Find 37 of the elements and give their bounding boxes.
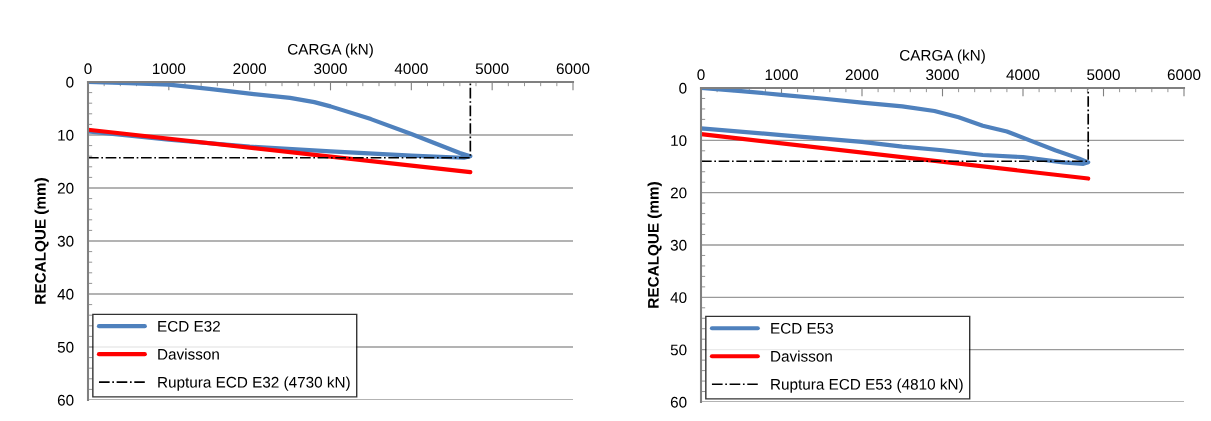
x-tick-label: 5000 xyxy=(475,63,509,75)
x-tick-label: 2000 xyxy=(233,63,267,75)
x-tick-label: 0 xyxy=(697,69,705,81)
y-tick-label: 10 xyxy=(58,129,74,141)
y-tick-label: 20 xyxy=(57,182,74,194)
x-tick-label: 3000 xyxy=(314,63,347,75)
y-tick-label: 20 xyxy=(670,187,687,199)
y-tick-label: 60 xyxy=(57,394,74,406)
y-tick-label: 60 xyxy=(670,396,687,408)
legend-label: Ruptura ECD E32 (4730 kN) xyxy=(158,376,350,391)
legend-label: Ruptura ECD E53 (4810 kN) xyxy=(771,378,963,393)
x-tick-label: 6000 xyxy=(1167,69,1201,81)
x-axis-title: CARGA (kN) xyxy=(899,49,985,64)
x-tick-label: 0 xyxy=(84,63,92,75)
legend-label: ECD E32 xyxy=(158,320,220,332)
y-tick-label: 50 xyxy=(57,341,74,353)
legend-label: ECD E53 xyxy=(771,322,834,334)
y-tick-label: 40 xyxy=(670,292,687,304)
y-tick-label: 50 xyxy=(670,344,687,356)
y-tick-label: 0 xyxy=(679,82,687,94)
y-tick-label: 30 xyxy=(670,239,687,251)
x-tick-label: 4000 xyxy=(394,63,428,75)
x-tick-label: 2000 xyxy=(845,69,879,81)
x-tick-label: 1000 xyxy=(765,69,798,81)
x-tick-label: 3000 xyxy=(926,69,959,81)
x-tick-label: 1000 xyxy=(153,63,186,75)
y-tick-label: 30 xyxy=(57,235,74,247)
y-axis-title: RECALQUE (mm) xyxy=(34,178,49,304)
x-tick-label: 5000 xyxy=(1087,69,1120,81)
y-tick-label: 40 xyxy=(57,288,74,300)
y-axis-title: RECALQUE (mm) xyxy=(647,182,662,308)
y-tick-label: 10 xyxy=(671,135,687,147)
x-axis-title: CARGA (kN) xyxy=(287,43,373,58)
x-tick-label: 6000 xyxy=(556,63,590,75)
legend-label: Davisson xyxy=(771,350,832,362)
x-tick-label: 4000 xyxy=(1006,69,1040,81)
legend-label: Davisson xyxy=(158,348,219,360)
